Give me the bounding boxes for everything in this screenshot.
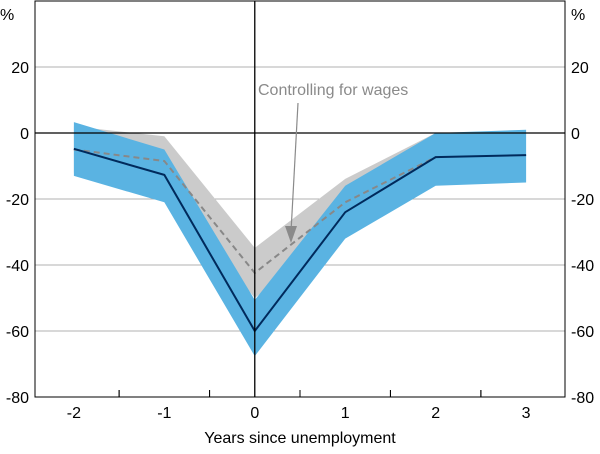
y-tick-label-left: -80 bbox=[6, 390, 29, 407]
x-tick-label: -1 bbox=[157, 405, 171, 422]
y-tick-label-left: 20 bbox=[11, 60, 29, 77]
x-axis-label: Years since unemployment bbox=[204, 430, 396, 447]
y-tick-label-left: -60 bbox=[6, 324, 29, 341]
x-tick-label: 0 bbox=[250, 405, 259, 422]
x-tick-label: 3 bbox=[522, 405, 531, 422]
y-unit-right: % bbox=[571, 7, 585, 24]
y-tick-label-left: -20 bbox=[6, 192, 29, 209]
x-tick-label: 1 bbox=[341, 405, 350, 422]
y-tick-label-left: 0 bbox=[20, 126, 29, 143]
x-tick-label: -2 bbox=[67, 405, 81, 422]
y-tick-label-right: -20 bbox=[571, 192, 594, 209]
y-tick-label-right: 0 bbox=[571, 126, 580, 143]
y-tick-label-right: -80 bbox=[571, 390, 594, 407]
x-tick-label: 2 bbox=[431, 405, 440, 422]
y-tick-label-right: 20 bbox=[571, 60, 589, 77]
annotation-controlling-for-wages: Controlling for wages bbox=[258, 82, 408, 99]
y-tick-label-right: -60 bbox=[571, 324, 594, 341]
y-tick-label-right: -40 bbox=[571, 258, 594, 275]
y-tick-label-left: -40 bbox=[6, 258, 29, 275]
y-unit-left: % bbox=[0, 7, 14, 24]
